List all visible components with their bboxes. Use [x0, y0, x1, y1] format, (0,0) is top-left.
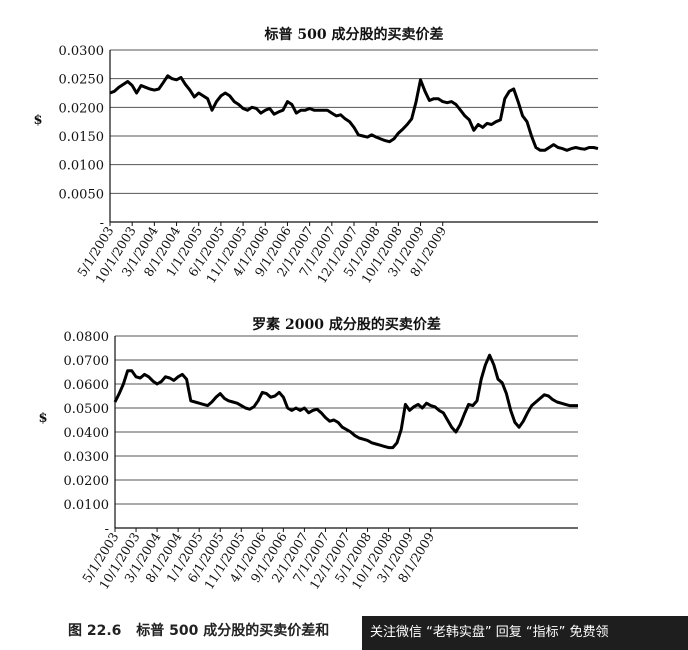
russell2000-spread-chart: 罗素 2000 成分股的买卖价差 $0.0800 0.0700 0.0600 0.050…	[38, 316, 578, 592]
russell-y-tick-label: -	[105, 522, 109, 537]
sp500-y-axis-label: $	[33, 113, 42, 128]
sp500-y-tick-label: 0.0250	[59, 73, 105, 88]
russell-y-tick-label: 0.0400	[64, 426, 110, 441]
russell-y-tick-label: 0.0300	[64, 450, 110, 465]
sp500-y-tick-label: 0.0150	[59, 130, 105, 145]
russell-y-tick-label: 0.0800	[64, 330, 110, 345]
russell-series-line	[113, 353, 578, 450]
russell-chart-title: 罗素 2000 成分股的买卖价差	[252, 316, 441, 333]
russell-y-tick-label: 0.0100	[64, 498, 110, 513]
sp500-spread-chart: 标普 500 成分股的买卖价差 $0.0300 0.0250 0.0200 0.0150…	[33, 26, 599, 286]
russell-y-tick-label: 0.0600	[64, 378, 110, 393]
sp500-y-tick-label: 0.0300	[59, 44, 105, 59]
russell-y-tick-label: 0.0500	[64, 402, 110, 417]
sp500-y-tick-label: 0.0050	[59, 187, 105, 202]
figure-number: 图 22.6	[68, 623, 122, 639]
figure-caption: 图 22.6 标普 500 成分股的买卖价差和	[68, 620, 329, 640]
figure-caption-text: 标普 500 成分股的买卖价差和	[136, 623, 330, 639]
russell-y-tick-label: 0.0700	[64, 354, 110, 369]
sp500-y-tick-label: 0.0100	[59, 159, 105, 174]
sp500-y-tick-label: 0.0200	[59, 101, 105, 116]
russell-y-axis-label: $	[38, 411, 47, 426]
sp500-chart-title: 标普 500 成分股的买卖价差	[264, 26, 444, 43]
russell-y-tick-label: 0.0200	[64, 474, 110, 489]
sp500-series-line	[109, 74, 599, 152]
sp500-y-tick-label: -	[100, 216, 104, 231]
watermark-banner: 关注微信 “老韩实盘” 回复 “指标” 免费领	[362, 616, 688, 650]
